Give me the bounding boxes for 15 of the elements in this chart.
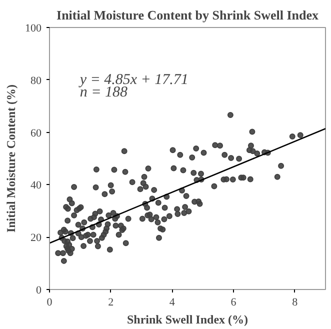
x-tick-label: 2 <box>108 296 114 308</box>
y-tick-label: 20 <box>30 232 42 244</box>
y-tick-label: 80 <box>30 74 42 87</box>
x-tick-label: 6 <box>230 296 237 308</box>
y-axis-title: Initial Moisture Content (%) <box>4 84 18 233</box>
x-tick-label: 8 <box>292 296 298 308</box>
annotation: y = 4.85x + 17.71 <box>78 72 188 88</box>
y-tick-label: 100 <box>25 22 42 34</box>
y-tick-label: 40 <box>30 180 42 192</box>
y-tick-label: 0 <box>36 284 42 296</box>
y-tick-label: 60 <box>30 127 42 140</box>
chart-title: Initial Moisture Content by Shrink Swell Index <box>56 8 319 22</box>
x-tick-label: 0 <box>46 296 53 308</box>
x-tick-label: 4 <box>169 296 176 308</box>
x-axis-title: Shrink Swell Index (%) <box>126 312 248 326</box>
